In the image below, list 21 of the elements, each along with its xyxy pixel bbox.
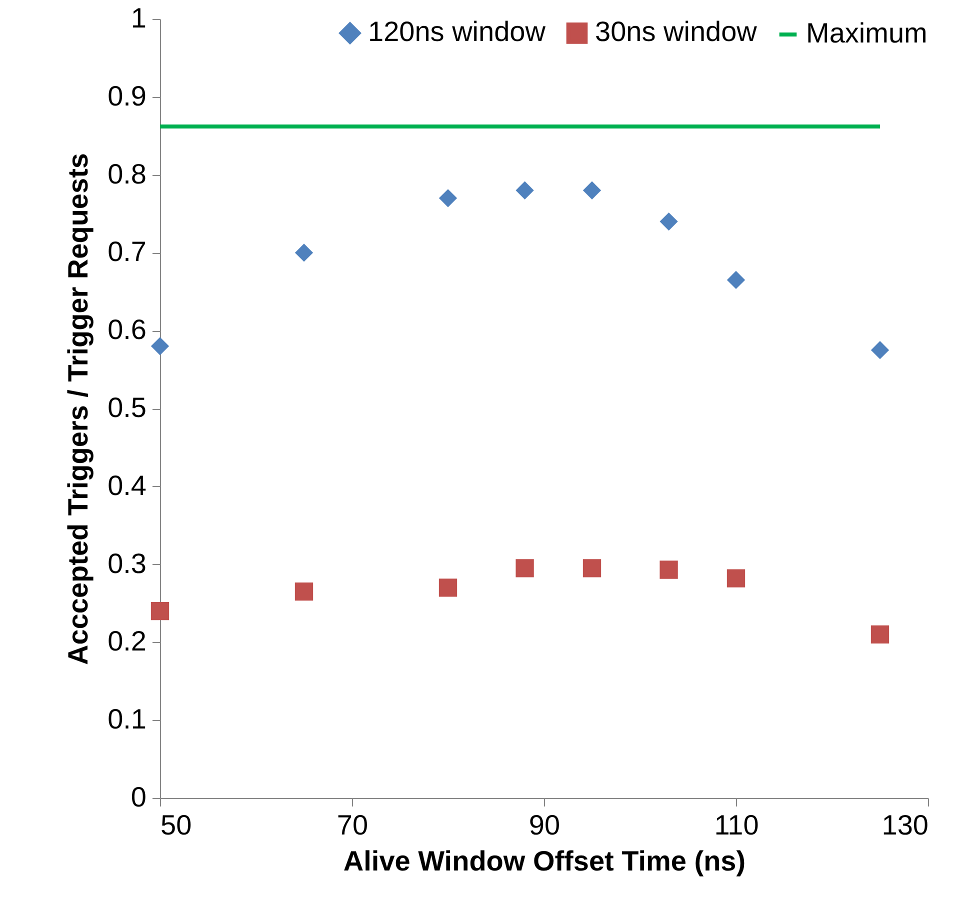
legend-label: 120ns window — [368, 16, 546, 48]
y-tick-label: 0.7 — [108, 236, 146, 268]
y-tick-label: 0.6 — [108, 314, 146, 346]
y-tick-label: 0.1 — [108, 704, 146, 735]
x-tick-label: 130 — [882, 810, 928, 840]
x-tick-label: 90 — [528, 810, 560, 840]
y-tick-label: 0.2 — [108, 626, 146, 657]
y-tick-label: 0.8 — [108, 158, 146, 190]
y-tick-label: 0.4 — [108, 470, 146, 501]
x-tick-label: 50 — [160, 810, 192, 840]
y-tick-label: 0.5 — [108, 392, 146, 423]
x-tick-label: 70 — [336, 810, 368, 840]
x-tick-label: 110 — [714, 810, 759, 840]
y-tick-label: 0.9 — [108, 80, 146, 112]
y-axis-title: Acccepted Triggers / Trigger Requests — [62, 153, 94, 665]
x-axis-title: Alive Window Offset Time (ns) — [343, 846, 746, 876]
y-tick-label: 1 — [130, 2, 146, 34]
legend-label: 30ns window — [595, 16, 758, 48]
y-tick-label: 0.3 — [108, 548, 146, 579]
y-tick-label: 0 — [130, 782, 146, 812]
legend-label: Maximum — [806, 18, 928, 48]
